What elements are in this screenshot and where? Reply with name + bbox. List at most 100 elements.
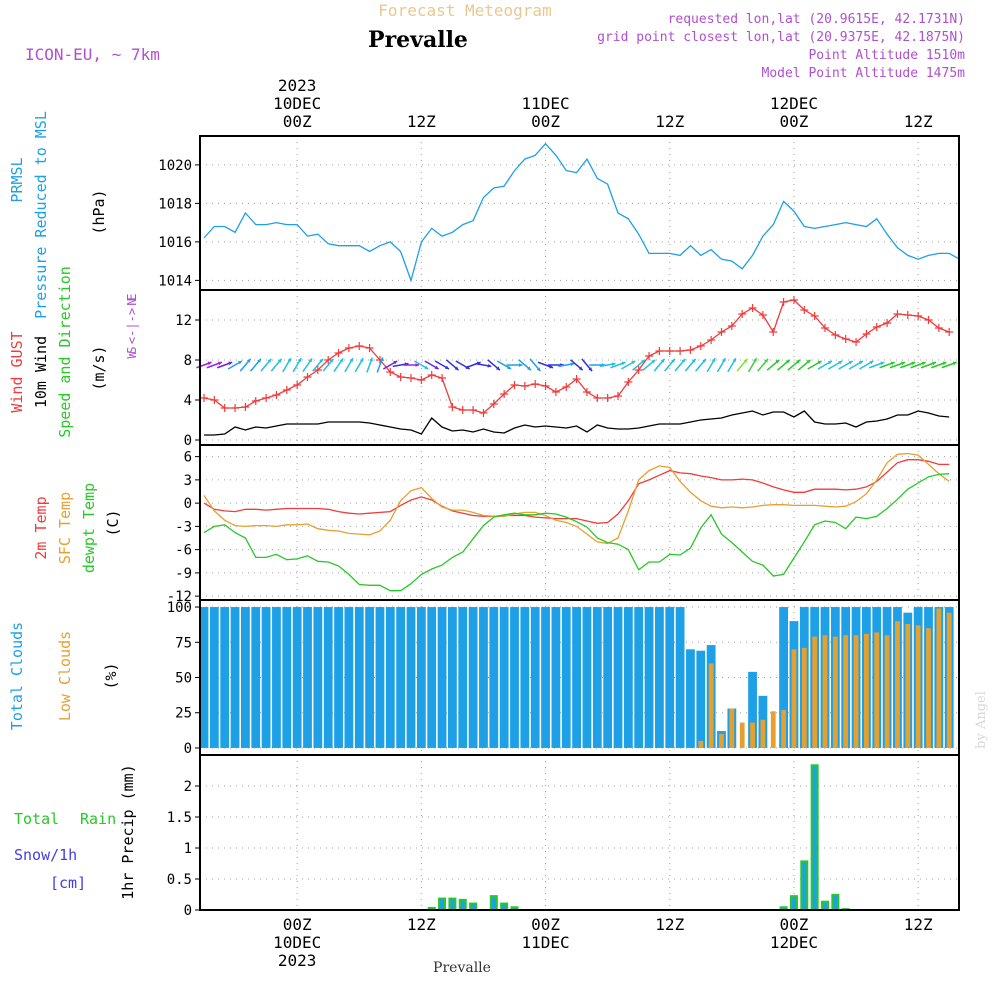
y-tick-label: -3: [175, 519, 192, 535]
top-time-label: 00Z: [531, 112, 560, 131]
bar-total-clouds: [779, 607, 788, 748]
bar-total-clouds: [251, 607, 261, 748]
bar-total-clouds: [675, 607, 685, 748]
bar-total-clouds: [489, 607, 499, 748]
y-tick-label: 1016: [158, 235, 192, 251]
gust-marker: [427, 371, 436, 379]
gust-marker: [914, 312, 923, 320]
gust-marker: [479, 409, 488, 417]
gust-marker: [262, 394, 271, 402]
point-altitude: Point Altitude 1510m: [808, 48, 965, 63]
series-line-10m-wind: [204, 410, 950, 436]
wind-arrow-head: [228, 361, 233, 366]
label-low-clouds: Low Clouds: [56, 631, 74, 721]
wind-arrow-head: [237, 361, 242, 365]
bar-low-clouds: [719, 733, 724, 748]
compass-s: S: [125, 346, 139, 353]
y-tick-label: 8: [184, 353, 192, 369]
bar-total-clouds: [541, 607, 550, 748]
bar-precip-rain: [491, 897, 496, 910]
y-tick-label: 4: [184, 393, 192, 409]
ylabel-wind: (m/s): [90, 345, 108, 390]
bar-total-clouds: [261, 607, 271, 748]
wind-arrow-head: [287, 358, 291, 363]
ylabel-temp: (C): [104, 509, 122, 536]
wind-arrow-head: [932, 361, 937, 366]
gust-marker: [489, 400, 498, 408]
series-line-dewpt-temp: [203, 473, 950, 592]
panel-temperature: -12 -9 -6 -3 0 3 6: [167, 444, 960, 605]
bar-low-clouds: [853, 635, 859, 748]
y-tick-label: 100: [167, 600, 192, 616]
bar-total-clouds: [748, 671, 757, 748]
wind-arrow-head: [578, 366, 583, 371]
bar-precip-total: [510, 906, 519, 910]
bar-low-clouds: [812, 636, 818, 748]
wind-arrow-head: [349, 358, 353, 363]
gust-marker: [789, 296, 798, 304]
ylabel-pressure: (hPa): [90, 189, 108, 234]
gust-marker: [903, 311, 912, 319]
bar-total-clouds: [551, 607, 561, 748]
bar-total-clouds: [334, 607, 343, 748]
top-time-label: 10DEC: [273, 94, 321, 113]
bottom-time-label: 2023: [278, 951, 317, 970]
y-tick-label: -12: [167, 589, 192, 605]
legend-total: Total: [14, 810, 59, 828]
gust-marker: [862, 330, 871, 338]
bar-precip-rain: [502, 904, 507, 910]
gust-marker: [241, 403, 250, 411]
wind-arrow-head: [487, 363, 492, 368]
bar-total-clouds: [220, 607, 230, 748]
bar-total-clouds: [241, 607, 250, 748]
bar-total-clouds: [665, 607, 675, 748]
bar-total-clouds: [437, 607, 447, 748]
bar-precip-rain: [460, 900, 465, 910]
wind-arrow-head: [570, 362, 575, 367]
series-line-sfc-temp: [203, 452, 950, 545]
bar-total-clouds: [396, 607, 406, 748]
panel-wind: 0 4 8 12: [175, 289, 960, 449]
wind-arrow-head: [952, 361, 957, 366]
bar-total-clouds: [282, 607, 292, 748]
gust-marker: [810, 312, 819, 320]
bottom-time-label: 10DEC: [273, 933, 321, 952]
gust-marker: [562, 383, 571, 391]
bar-low-clouds: [760, 719, 766, 748]
gust-marker: [800, 306, 809, 314]
wind-arrow-head: [536, 367, 541, 372]
bar-low-clouds: [926, 628, 931, 748]
bar-total-clouds: [686, 649, 695, 748]
wind-arrow-head: [329, 358, 334, 363]
y-tick-label: 3: [184, 473, 192, 489]
bar-low-clouds: [946, 612, 952, 748]
wind-arrow-head: [651, 359, 656, 364]
y-tick-label: 75: [175, 635, 192, 651]
bar-low-clouds: [781, 709, 786, 748]
wind-arrow-head: [775, 359, 780, 364]
bar-low-clouds: [915, 625, 921, 748]
bar-total-clouds: [603, 607, 613, 748]
gust-marker: [696, 342, 705, 350]
wind-arrow-head: [880, 361, 885, 366]
legend-snow: Snow/1h: [14, 846, 77, 864]
bar-total-clouds: [406, 607, 416, 748]
label-10m-wind: 10m Wind: [32, 336, 50, 408]
bar-total-clouds: [499, 607, 509, 748]
wind-arrow-head: [518, 363, 523, 367]
bar-total-clouds: [634, 607, 644, 748]
bar-total-clouds: [623, 607, 633, 748]
label-total-clouds: Total Clouds: [8, 622, 26, 730]
gust-marker: [727, 322, 736, 330]
bar-low-clouds: [905, 623, 911, 748]
bar-total-clouds: [199, 607, 209, 748]
gust-marker: [945, 328, 954, 336]
gust-marker: [231, 404, 240, 412]
bar-low-clouds: [770, 711, 776, 748]
wind-arrow-head: [621, 361, 626, 366]
bar-precip-rain: [802, 862, 807, 910]
y-tick-label: 12: [175, 313, 192, 329]
gust-marker: [707, 336, 716, 344]
bar-precip-rain: [471, 904, 476, 910]
bottom-time-label: 12Z: [904, 915, 933, 934]
